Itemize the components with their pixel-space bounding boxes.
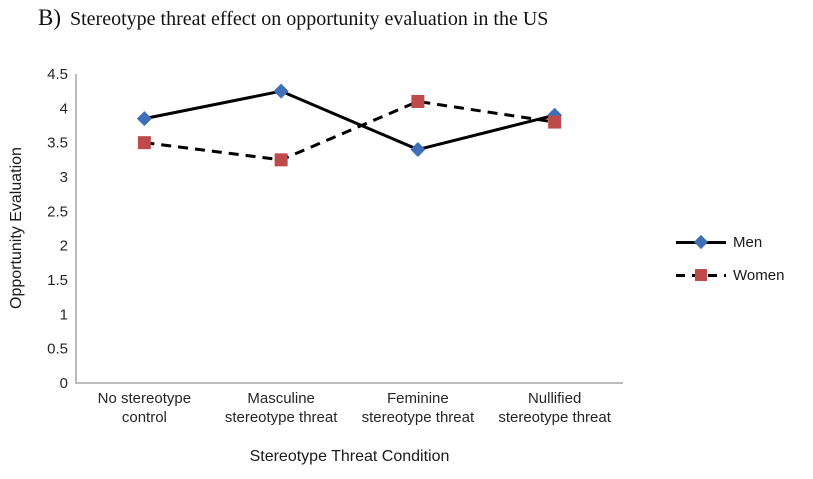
figure-title: B) Stereotype threat effect on opportunit… [38,5,548,32]
men-data-marker [273,83,289,99]
x-category-label: No stereotype control [98,390,191,426]
women-series-line [144,99,555,162]
women-data-marker [137,136,151,150]
legend: Men Women [676,231,784,297]
y-tick-label: 3.5 [47,135,68,152]
y-tick-label: 0 [60,375,68,392]
women-data-marker [411,94,425,108]
y-tick-label: 2 [60,238,68,255]
x-category-label: Nullified stereotype threat [498,390,611,426]
x-axis-title: Stereotype Threat Condition [249,448,450,465]
x-category-label: Masculine stereotype threat [225,390,338,426]
y-tick-label: 4 [60,100,68,117]
men-series-key-icon [676,234,726,250]
y-tick-label: 4.5 [47,66,68,83]
line-chart: 0 0.5 1 1.5 2 2.5 3 3.5 4 4.5 No stereotype control… [47,66,623,426]
y-tick-label: 1 [60,306,68,323]
men-series-line [144,89,555,152]
women-series-key-icon [676,267,726,283]
y-tick-label: 1.5 [47,272,68,289]
x-category-label: Feminine stereotype threat [362,390,475,426]
legend-label-women: Women [733,266,785,284]
men-data-marker [410,142,426,158]
y-tick-label: 2.5 [47,203,68,220]
legend-item-men: Men [676,231,784,253]
axis-lines [75,74,623,384]
y-tick-label: 0.5 [47,341,68,358]
men-data-marker [136,111,152,127]
women-data-marker [274,153,288,167]
figure-panel-label: B) [38,5,61,30]
women-square-marker-icon [695,269,707,281]
legend-label-men: Men [733,233,763,251]
y-axis-title: Opportunity Evaluation [8,147,25,309]
y-tick-label: 3 [60,169,68,186]
men-diamond-marker-icon [693,234,709,250]
figure-title-text: Stereotype threat effect on opportunity … [70,8,549,30]
legend-item-women: Women [676,264,784,286]
women-data-marker [548,115,562,129]
